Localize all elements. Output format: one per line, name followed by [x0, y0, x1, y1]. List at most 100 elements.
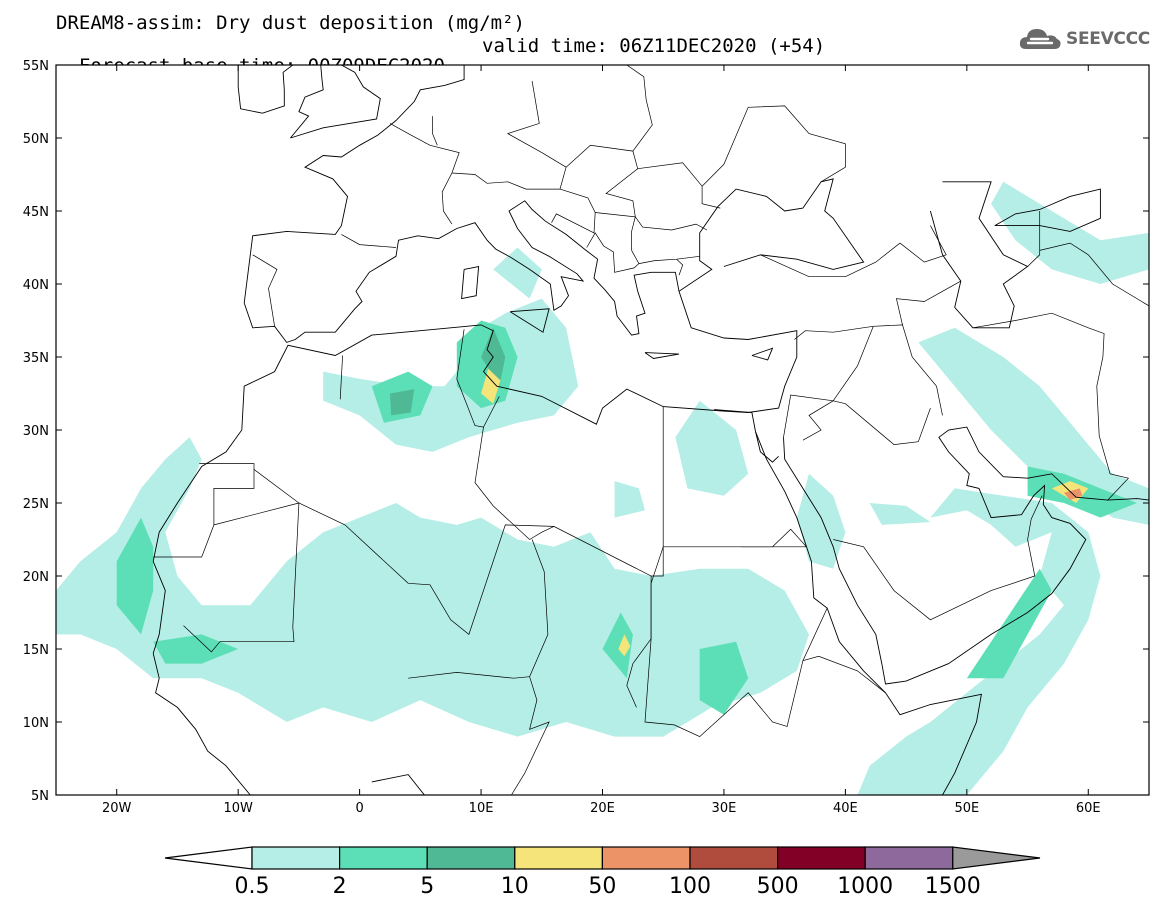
- dust-field-level-1: [857, 488, 1101, 795]
- coastline: [237, 65, 294, 114]
- colorbar-level-label: 500: [757, 874, 799, 899]
- coastline: [783, 426, 1149, 685]
- lon-tick-label: 0: [355, 801, 363, 816]
- valid-time-label: valid time: 06Z11DEC2020 (+54): [482, 35, 826, 57]
- dust-field-level-1: [991, 181, 1149, 284]
- colorbar-level-label: 50: [588, 874, 616, 899]
- lon-tick-label: 10E: [469, 801, 494, 816]
- lat-tick-label: 10N: [23, 716, 49, 731]
- country-border: [631, 216, 636, 251]
- country-border: [456, 329, 500, 428]
- coastline: [371, 774, 425, 795]
- country-border: [644, 576, 828, 738]
- lon-tick-label: 30E: [712, 801, 737, 816]
- lat-tick-label: 5N: [31, 789, 49, 804]
- lon-tick-label: 20W: [102, 801, 132, 816]
- lat-tick-label: 30N: [23, 424, 49, 439]
- country-border: [389, 123, 460, 225]
- lat-tick-label: 40N: [23, 278, 49, 293]
- lat-tick-label: 15N: [23, 643, 49, 658]
- colorbar-box: [776, 846, 866, 870]
- country-border: [1039, 242, 1149, 307]
- colorbar-box: [864, 846, 954, 870]
- coastline: [152, 178, 865, 654]
- coastline: [714, 409, 982, 795]
- lat-tick-label: 20N: [23, 570, 49, 585]
- country-border: [474, 427, 555, 540]
- country-border: [626, 65, 653, 152]
- colorbar: 0.5 2 5 10 50 100 500 1000 1500: [164, 846, 1041, 899]
- colorbar-box: [601, 846, 691, 870]
- coastline: [152, 653, 251, 795]
- country-border: [783, 394, 835, 441]
- colorbar-box: [339, 846, 428, 870]
- coastlines: [152, 65, 1149, 795]
- colorbar-upper-triangle: [952, 846, 1041, 870]
- colorbar-box: [251, 846, 341, 870]
- seevccc-logo: SEEVCCC: [1018, 24, 1150, 54]
- dust-field-level-4: [618, 634, 631, 657]
- lat-tick-label: 25N: [23, 497, 49, 512]
- colorbar-box: [514, 846, 603, 870]
- country-border: [339, 355, 343, 400]
- country-border: [676, 258, 684, 276]
- coastline: [461, 265, 480, 300]
- country-border: [833, 400, 931, 445]
- coastline: [644, 352, 680, 359]
- colorbar-box: [689, 846, 779, 870]
- country-border: [740, 528, 807, 548]
- lon-tick-label: 40E: [833, 801, 858, 816]
- dust-field-level-2: [602, 612, 633, 679]
- lon-tick-label: 60E: [1076, 801, 1101, 816]
- lon-tick-label: 20E: [590, 801, 615, 816]
- country-border: [252, 254, 278, 327]
- dust-deposition-fields: [56, 181, 1149, 795]
- country-border: [341, 234, 397, 248]
- lon-tick-label: 50E: [954, 801, 979, 816]
- coastline: [994, 188, 1101, 232]
- country-border: [635, 216, 708, 231]
- country-border: [559, 144, 639, 218]
- colorbar-level-label: 0.5: [235, 874, 270, 899]
- country-border: [586, 232, 640, 273]
- country-border: [511, 676, 550, 795]
- coastline: [243, 200, 680, 343]
- lat-tick-label: 35N: [23, 351, 49, 366]
- coastline: [290, 65, 381, 139]
- dust-field-level-1: [614, 481, 645, 518]
- lat-tick-label: 50N: [23, 132, 49, 147]
- dust-field-level-1: [918, 327, 1149, 525]
- country-border: [833, 495, 1043, 621]
- country-border: [972, 312, 1130, 501]
- country-border: [432, 116, 438, 146]
- country-border: [253, 469, 807, 635]
- dust-field-level-3: [390, 389, 415, 416]
- lat-tick-label: 55N: [23, 59, 49, 74]
- country-border: [701, 105, 846, 187]
- coastline: [751, 347, 774, 361]
- colorbar-level-label: 1500: [925, 874, 981, 899]
- dust-field-level-1: [493, 247, 542, 299]
- coastline: [755, 431, 779, 463]
- colorbar-box: [426, 846, 516, 870]
- dust-field-level-1: [869, 503, 931, 525]
- lon-tick-label: 10W: [223, 801, 253, 816]
- dust-field-level-2: [699, 641, 749, 715]
- logo-text: SEEVCCC: [1066, 29, 1150, 49]
- colorbar-level-label: 10: [501, 874, 529, 899]
- lat-tick-label: 45N: [23, 205, 49, 220]
- coastline: [509, 308, 550, 333]
- colorbar-level-label: 5: [420, 874, 434, 899]
- country-border: [183, 502, 300, 653]
- colorbar-level-label: 2: [333, 874, 347, 899]
- country-border: [153, 463, 255, 558]
- colorbar-lower-triangle: [164, 846, 253, 870]
- cloud-icon: [1019, 29, 1061, 49]
- country-border: [802, 655, 886, 694]
- country-border: [551, 212, 596, 234]
- dust-field-level-2: [153, 634, 239, 664]
- map-axes: 55N 50N 45N 40N 35N 30N 25N 20N 15N 10N 5N 20W 10W 0 1…: [23, 59, 1149, 816]
- country-border: [638, 255, 700, 264]
- dust-field-level-2: [116, 517, 154, 635]
